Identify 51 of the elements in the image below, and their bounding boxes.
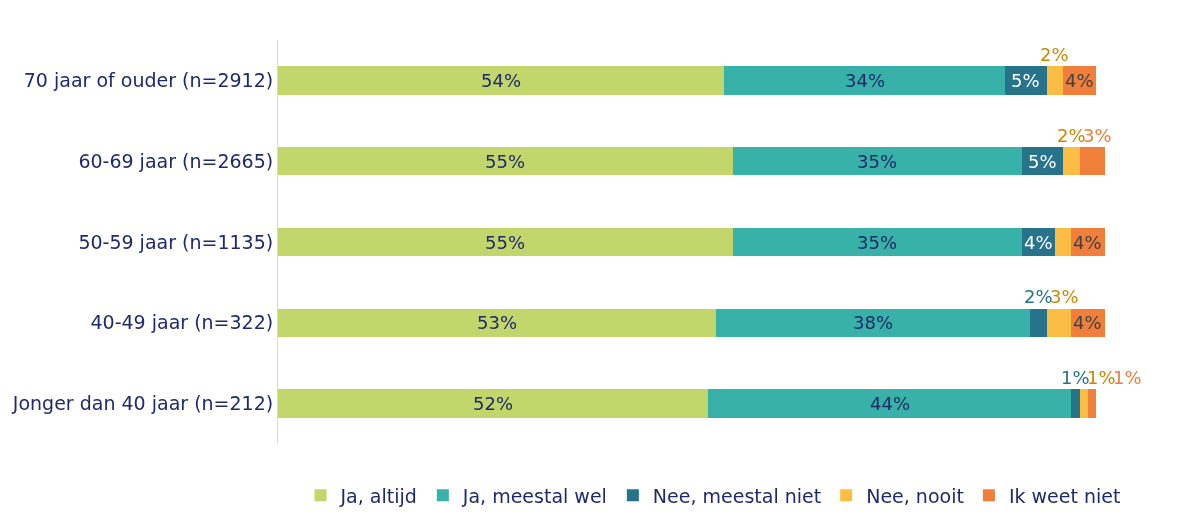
data-label: 44% [870,393,911,414]
data-label: 3% [1083,125,1112,146]
legend-label: Ja, altijd [339,484,417,507]
legend-label: Ik weet niet [1008,484,1121,507]
bar [1046,66,1064,95]
data-label: 2% [1040,44,1069,65]
data-label: 4% [1065,70,1094,91]
data-label: 55% [485,232,526,253]
data-label: 55% [485,151,526,172]
data-label: 54% [481,70,522,91]
data-label: 4% [1024,232,1053,253]
bar [732,147,1022,176]
legend-label: Nee, meestal niet [652,484,822,507]
data-label: 5% [1011,70,1040,91]
legend-label: Ja, meestal wel [461,484,607,507]
data-label: 52% [473,393,514,414]
data-label: 34% [845,70,886,91]
data-label: 5% [1028,151,1057,172]
data-label: 4% [1073,312,1102,333]
bar [1079,147,1105,176]
bar [716,308,1031,337]
bar [278,147,733,176]
y-tick-label: 70 jaar of ouder (n=2912) [23,69,274,92]
data-label: 1% [1061,367,1090,388]
bar [1054,227,1072,257]
data-label: 3% [1050,286,1079,307]
y-tick-label: 50-59 jaar (n=1135) [78,230,274,253]
bar [278,308,717,337]
legend-label: Nee, nooit [866,484,964,507]
bar [278,66,725,95]
bar [1063,147,1080,176]
data-label: 2% [1057,125,1086,146]
bar [1079,389,1088,418]
bar [1071,389,1080,418]
data-label: 35% [857,232,898,253]
y-tick-label: Jonger dan 40 jaar (n=212) [11,392,274,415]
bar [707,389,1072,418]
data-label: 38% [853,312,894,333]
data-label: 4% [1073,232,1102,253]
data-label: 35% [857,151,898,172]
data-label: 2% [1024,286,1053,307]
bar [732,227,1022,257]
bar [278,389,708,418]
bar [1046,308,1072,337]
bar [278,227,733,257]
data-label: 53% [477,312,518,333]
bar [724,66,1006,95]
bar [1087,389,1097,418]
bar [1030,308,1047,337]
y-tick-label: 40-49 jaar (n=322) [90,311,274,334]
y-tick-label: 60-69 jaar (n=2665) [78,149,274,172]
